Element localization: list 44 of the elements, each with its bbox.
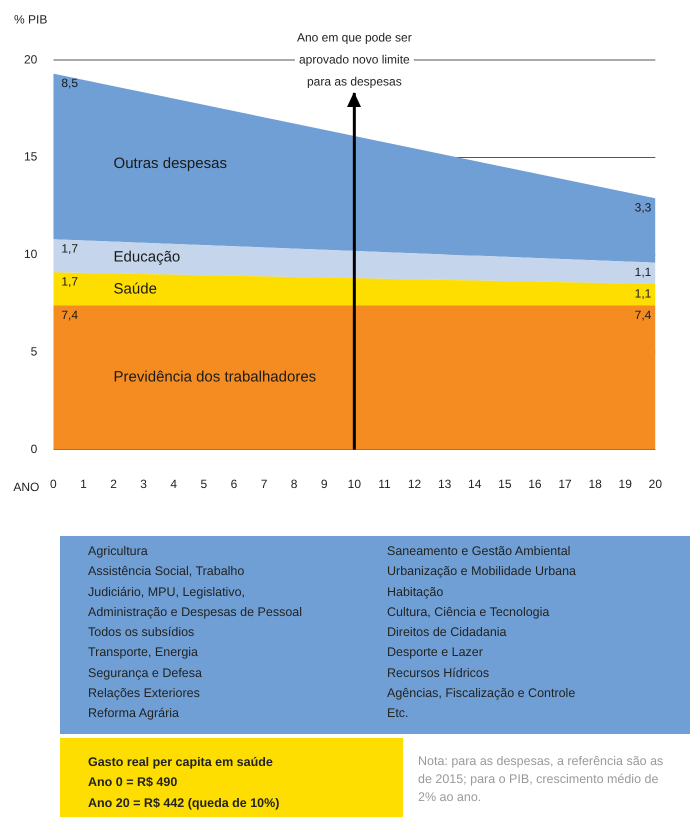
x-tick-label: 9 bbox=[320, 477, 328, 492]
x-tick-label: 17 bbox=[558, 477, 572, 492]
x-tick-label: 1 bbox=[80, 477, 88, 492]
x-tick-label: 16 bbox=[528, 477, 542, 492]
series-label: Outras despesas bbox=[114, 154, 227, 172]
x-tick-label: 15 bbox=[498, 477, 512, 492]
x-tick-label: 18 bbox=[588, 477, 602, 492]
data-label: 3,3 bbox=[634, 200, 652, 215]
x-tick-label: 4 bbox=[170, 477, 178, 492]
x-tick-label: 20 bbox=[648, 477, 662, 492]
data-label: 7,4 bbox=[61, 308, 78, 322]
ref-line-label: Ano em que pode ser aprovado novo limite para as despesas bbox=[296, 30, 412, 88]
data-label: 1,1 bbox=[634, 286, 652, 300]
x-tick-label: 12 bbox=[408, 477, 422, 492]
data-label: 1,7 bbox=[61, 242, 78, 256]
y-tick-label: 0 bbox=[30, 442, 38, 456]
x-tick-label: 11 bbox=[378, 477, 391, 492]
text: Gasto real per capita em saúde Ano 0 = R$ 490 Ano 20 = R$ 442 (queda de 10%) bbox=[60, 738, 403, 817]
text: Agricultura Assistência Social, Trabalho Judiciário, MPU, Legislativo, Administração e Despesas de Pessoal Todos os subsídios Transporte, Energia Segurança e Defesa Relações Exteriores Reforma Agrária Saneamento e Gestão Ambiental Urbanização e Mobilidade Urbana Habitação Cultura, Ciência e Tecnologia Direitos de Cidadania Desporte e Lazer Recursos Hídricos Agências, Fiscalização e Controle Etc. bbox=[88, 544, 576, 720]
x-tick-label: 13 bbox=[438, 477, 452, 492]
data-label: 7,4 bbox=[634, 308, 652, 322]
y-tick-label: 20 bbox=[24, 52, 38, 66]
x-tick-label: 8 bbox=[290, 477, 298, 492]
x-tick-label: 10 bbox=[348, 477, 362, 492]
x-tick-label: 19 bbox=[618, 477, 632, 492]
x-tick-label: 2 bbox=[110, 477, 118, 492]
data-label: 8,5 bbox=[61, 76, 78, 90]
y-tick-label: 5 bbox=[30, 344, 38, 359]
x-tick-label: 6 bbox=[230, 477, 238, 492]
series-label: Educação bbox=[114, 248, 180, 266]
data-label: 1,1 bbox=[634, 264, 652, 279]
y-tick-label: 10 bbox=[24, 247, 38, 262]
series-label: Previdência dos trabalhadores bbox=[114, 368, 316, 386]
x-tick-label: 7 bbox=[260, 477, 268, 492]
text: Nota: para as despesas, a referência são as de 2015; para o PIB, crescimento médio de 2% ao ano. bbox=[418, 753, 664, 806]
data-label: 1,7 bbox=[61, 274, 78, 289]
x-tick-label: 14 bbox=[468, 477, 482, 492]
y-tick-label: 15 bbox=[24, 150, 38, 164]
y-axis-title: % PIB bbox=[14, 12, 48, 26]
x-tick-label: 3 bbox=[140, 477, 148, 492]
series-label: Saúde bbox=[114, 280, 157, 298]
x-tick-label: 5 bbox=[200, 477, 208, 492]
x-axis-title: ANO bbox=[13, 480, 40, 494]
x-tick-label: 0 bbox=[50, 477, 58, 492]
